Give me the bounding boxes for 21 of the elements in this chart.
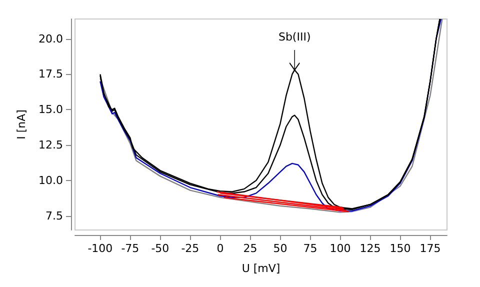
x-tick-label: -75 bbox=[121, 242, 140, 255]
y-tick-label: 15.0 bbox=[38, 103, 63, 116]
x-tick-label: 0 bbox=[216, 242, 224, 255]
y-tick-label: 20.0 bbox=[38, 32, 63, 46]
x-axis-title: U [mV] bbox=[242, 262, 280, 275]
x-tick-label: -50 bbox=[151, 242, 170, 255]
x-tick-label: 175 bbox=[420, 242, 441, 255]
x-tick-label: -100 bbox=[88, 242, 113, 255]
x-tick-label: 25 bbox=[243, 242, 258, 255]
x-tick-label: -25 bbox=[181, 242, 200, 255]
annotation: Sb(III) bbox=[278, 30, 311, 44]
x-tick-label: 125 bbox=[360, 242, 381, 255]
y-tick-label: 7.5 bbox=[46, 209, 63, 222]
y-tick-label: 12.5 bbox=[38, 138, 63, 152]
y-tick-label: 17.5 bbox=[38, 68, 63, 81]
x-tick-label: 75 bbox=[303, 242, 318, 255]
x-tick-label: 150 bbox=[390, 242, 411, 255]
y-tick-label: 10.0 bbox=[38, 174, 63, 187]
y-axis-title: I [nA] bbox=[15, 110, 28, 140]
x-tick-label: 50 bbox=[273, 242, 288, 255]
x-tick-label: 100 bbox=[330, 242, 351, 255]
